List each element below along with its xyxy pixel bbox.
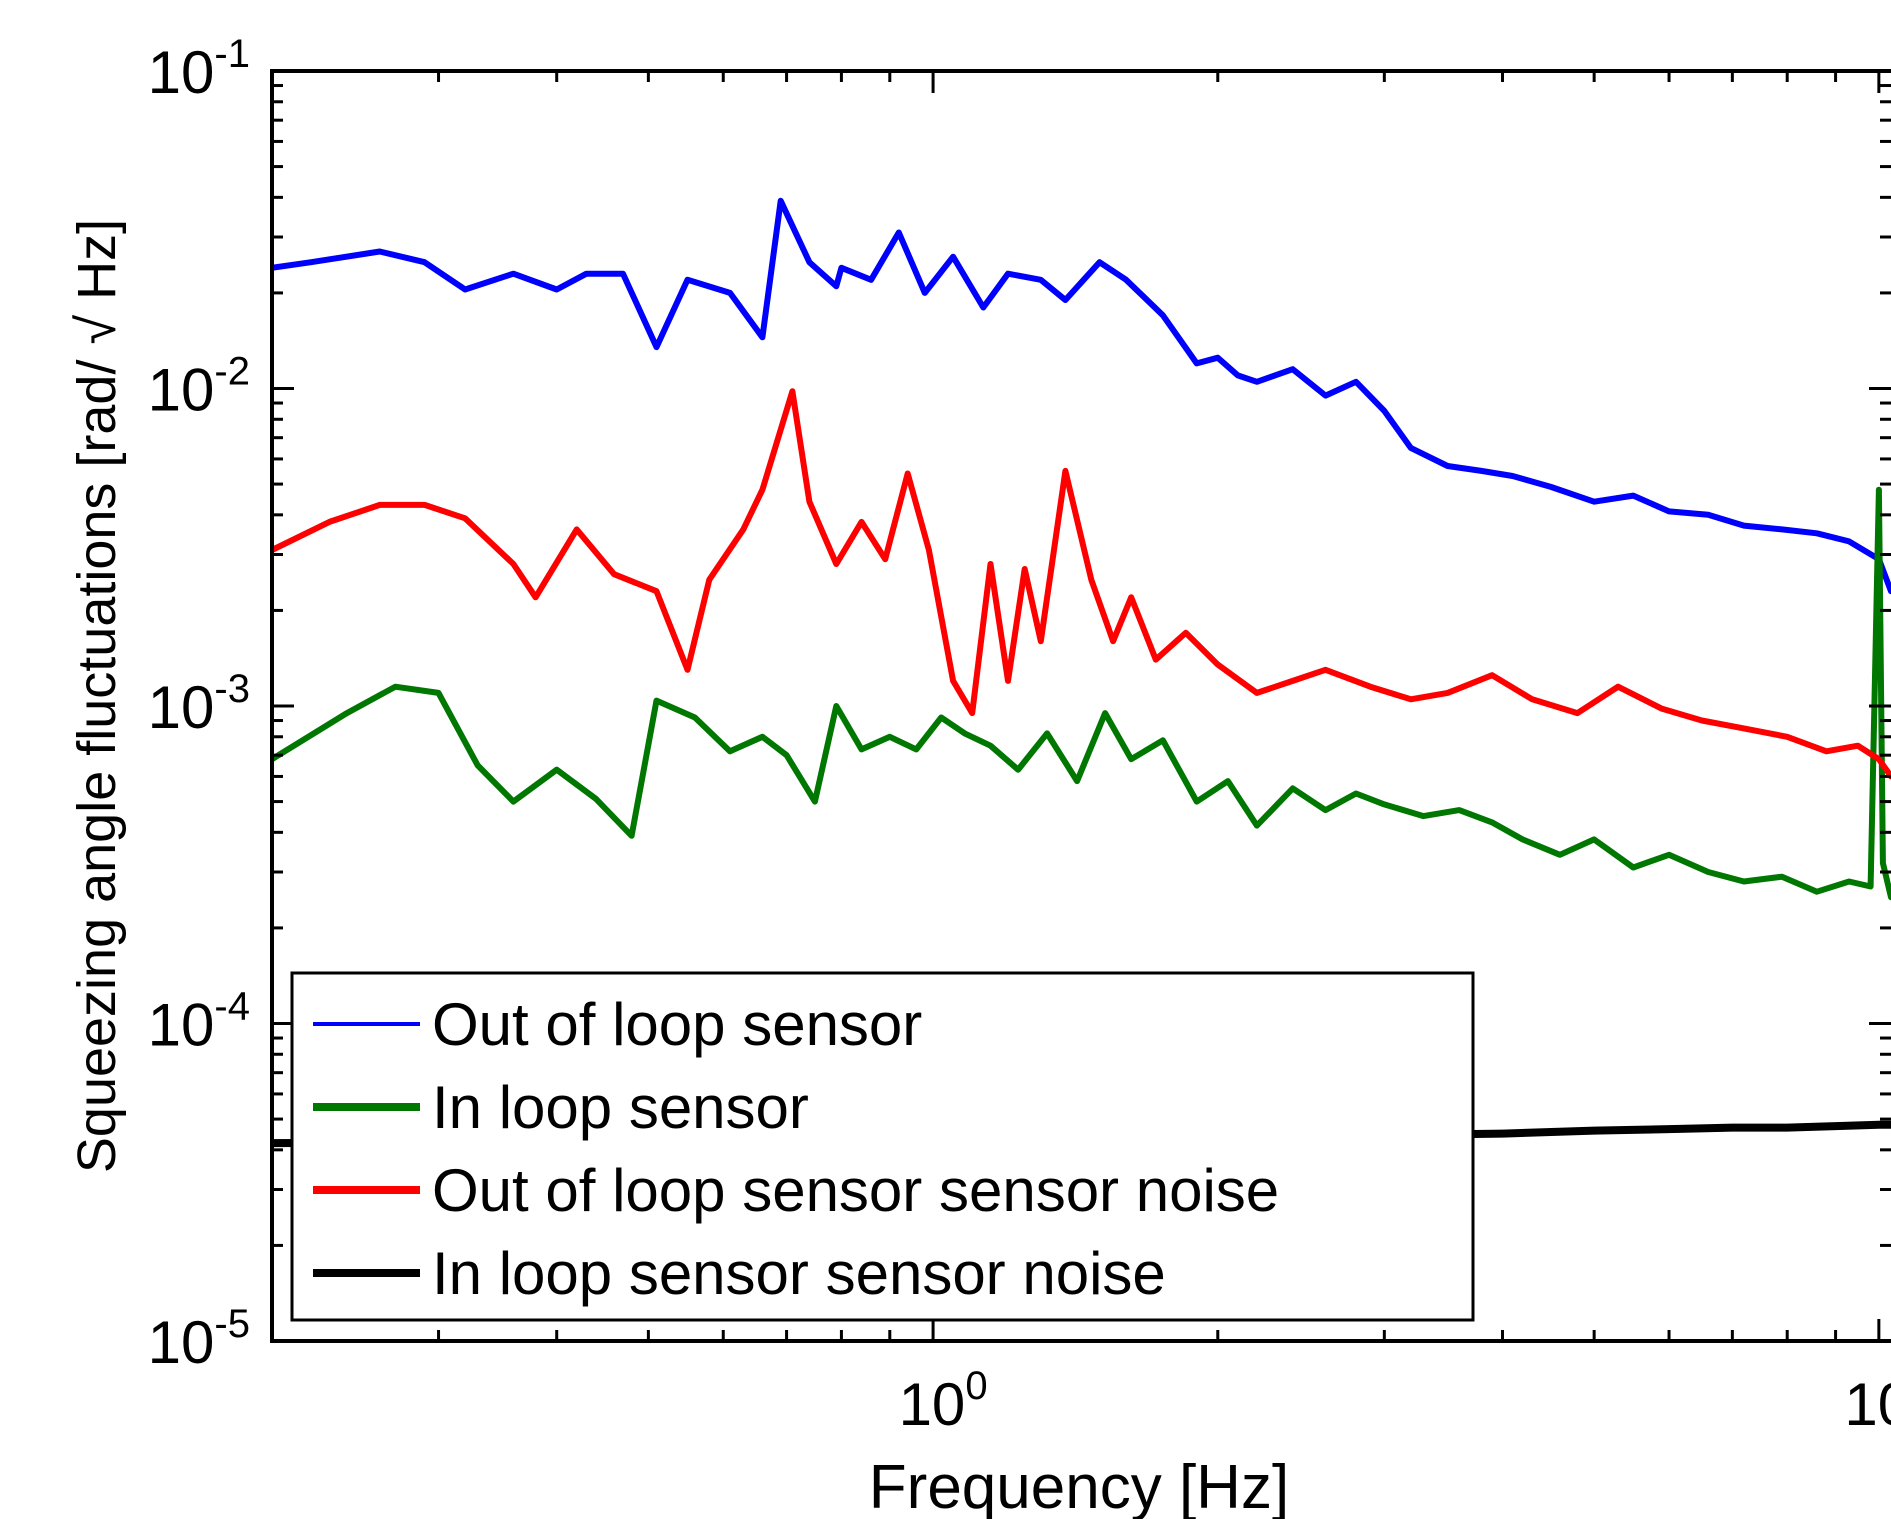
legend-label: In loop sensor sensor noise: [432, 1240, 1166, 1307]
tick-labels: 10-1 10-2 10-3 10-4 10-5 100 101: [148, 32, 1891, 1438]
y-tick-label: 10-4: [148, 985, 250, 1059]
axes-layer: [270, 69, 1891, 1343]
legend-label: Out of loop sensor: [432, 991, 922, 1058]
y-tick-label: 10-5: [148, 1302, 250, 1376]
y-tick-label: 10-2: [148, 350, 250, 424]
y-tick-label: 10-3: [148, 667, 250, 741]
x-tick-label: 101: [1844, 1364, 1891, 1438]
y-tick-label: 10-1: [148, 32, 250, 106]
series-line-1: [272, 197, 1891, 595]
legend-label: Out of loop sensor sensor noise: [432, 1157, 1279, 1224]
legend-box: [290, 971, 1475, 1322]
legend: Out of loop sensor In loop sensor Out of l…: [290, 971, 1475, 1322]
x-tick-label: 100: [899, 1364, 988, 1438]
series-line-3: [272, 388, 1891, 780]
x-axis-label: Frequency [Hz]: [869, 1453, 1289, 1519]
y-axis-label: Squeezing angle fluctuations [rad/ √ Hz]: [67, 219, 127, 1173]
series-line-2: [272, 486, 1891, 901]
legend-label: In loop sensor: [432, 1074, 809, 1141]
